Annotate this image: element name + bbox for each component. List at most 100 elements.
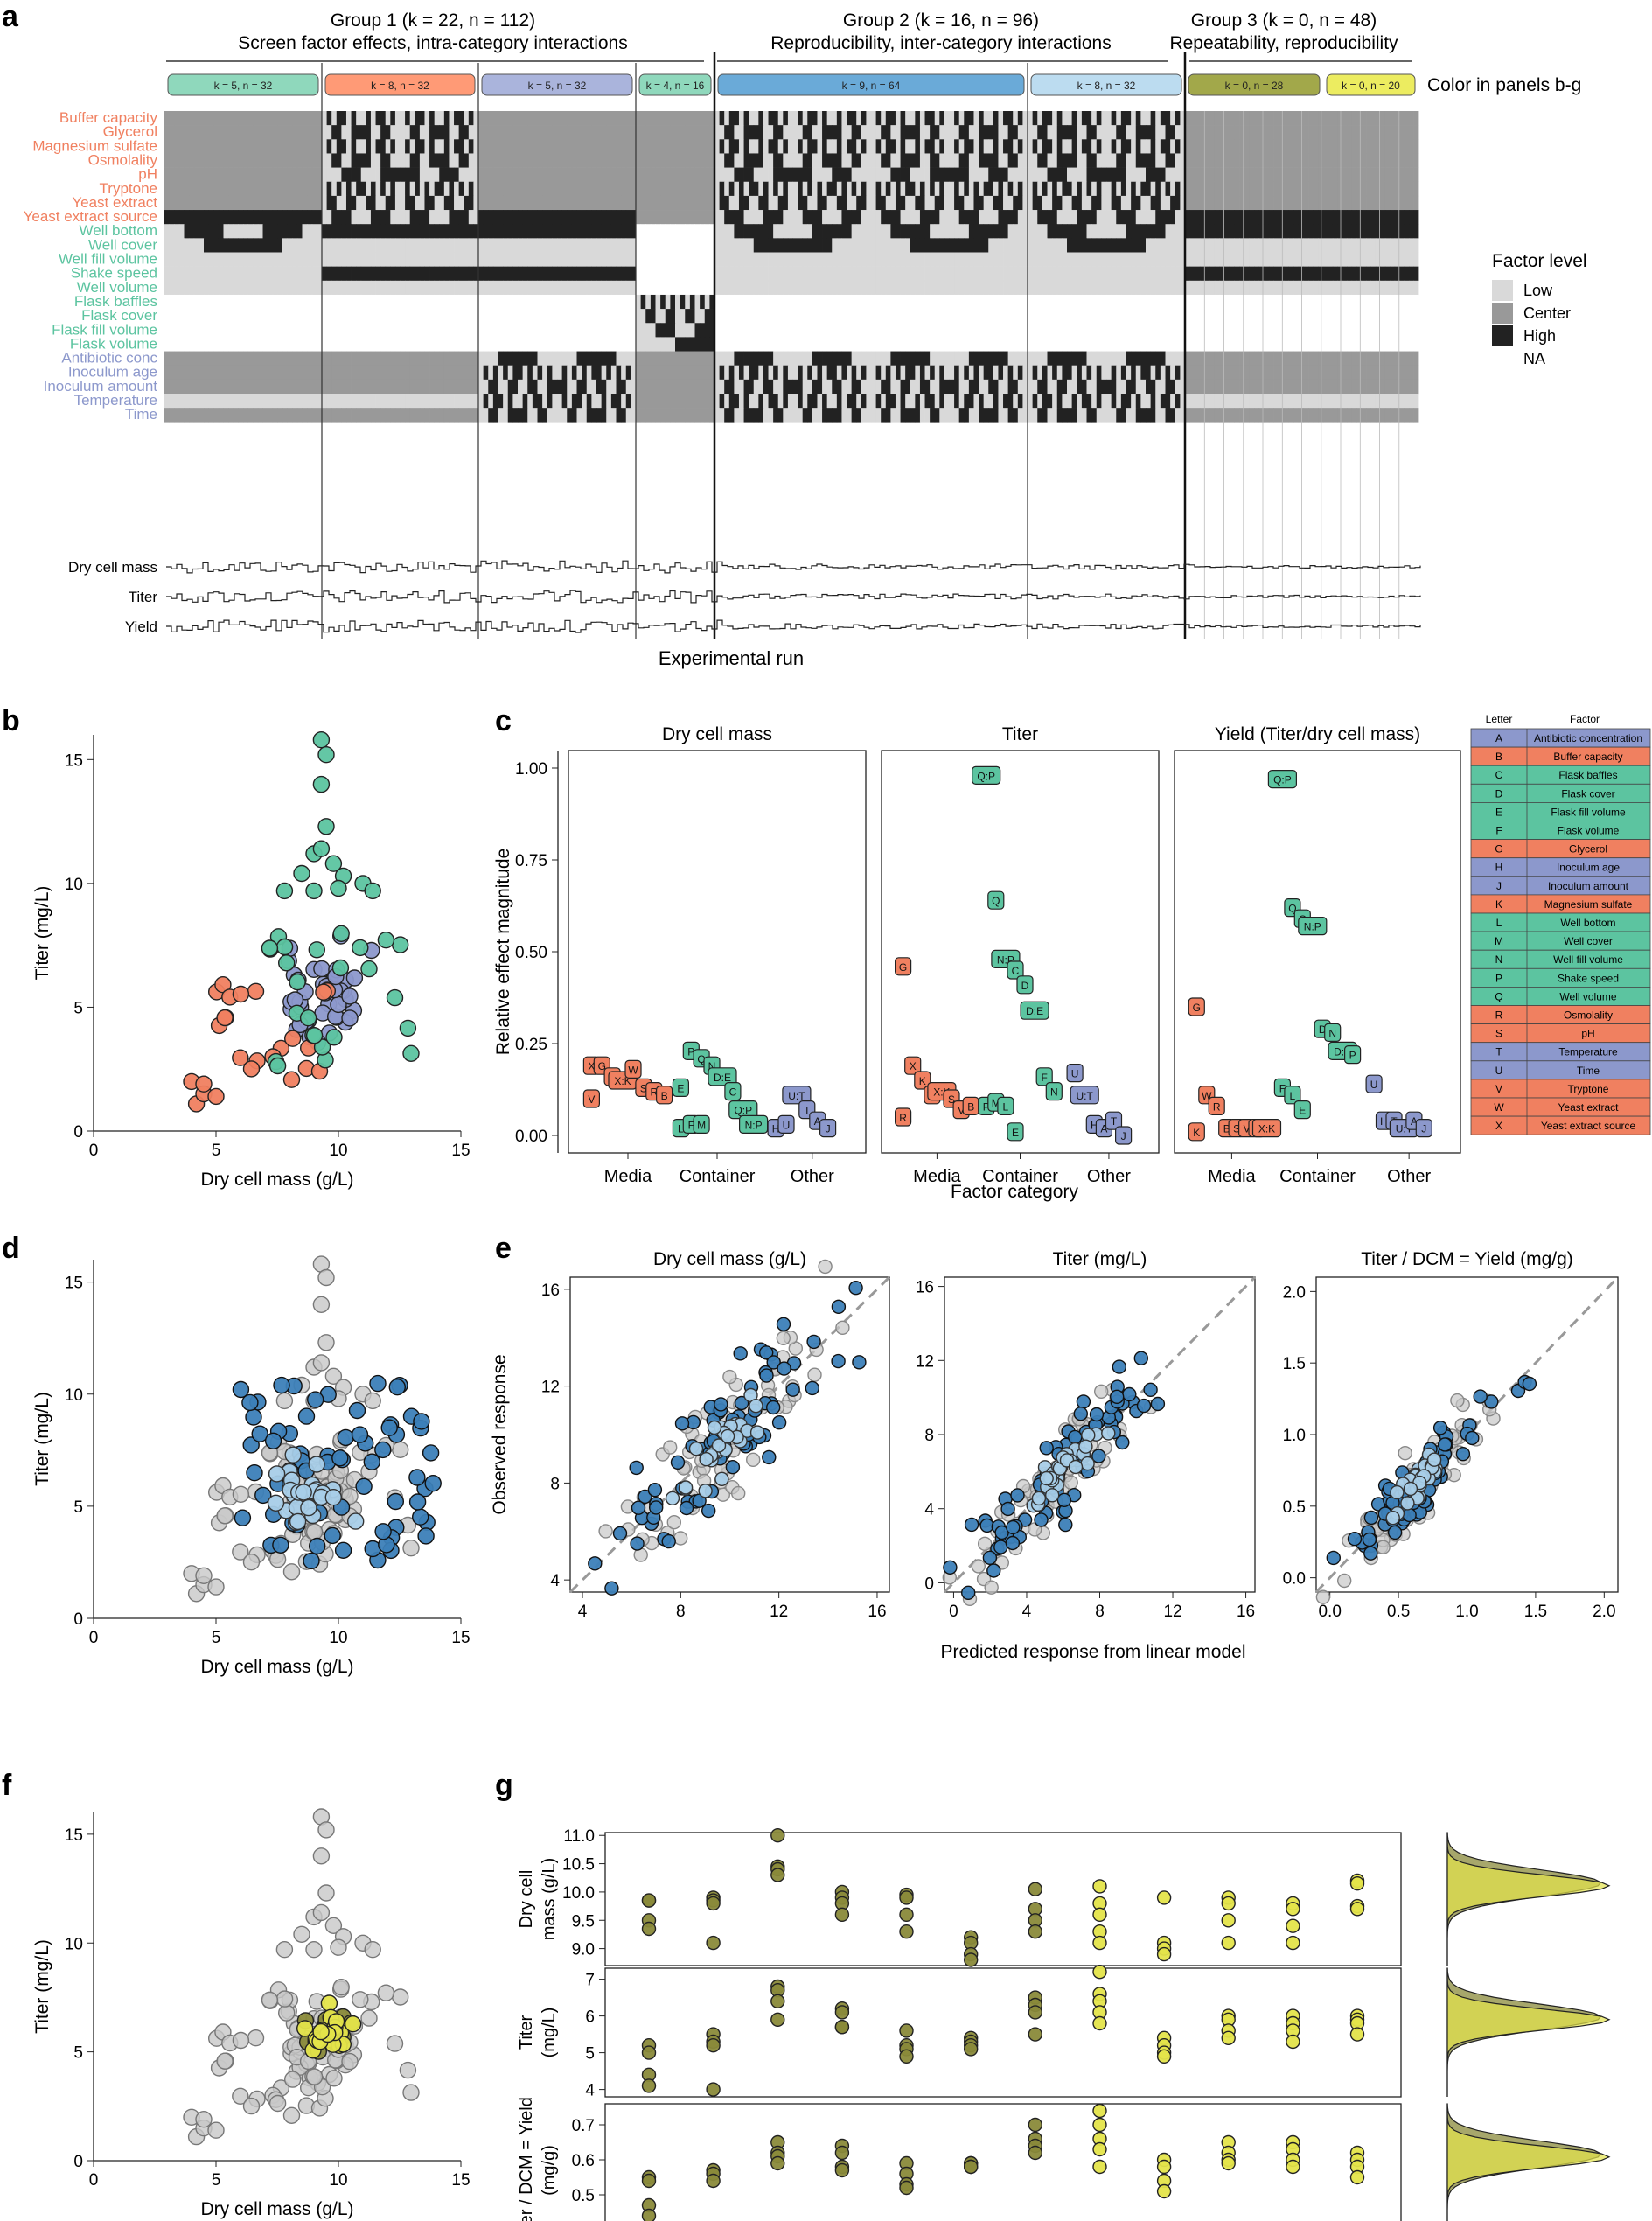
matrix-cell <box>856 309 862 324</box>
matrix-cell <box>724 153 730 168</box>
matrix-cell <box>1209 153 1216 168</box>
matrix-cell <box>302 408 308 423</box>
matrix-cell <box>871 379 876 395</box>
matrix-cell <box>518 111 524 126</box>
matrix-cell <box>777 394 784 409</box>
matrix-cell <box>851 210 857 225</box>
matrix-cell <box>1037 309 1043 324</box>
matrix-cell <box>277 365 283 381</box>
matrix-cell <box>1101 351 1107 366</box>
matrix-cell <box>552 125 558 140</box>
matrix-cell <box>1091 181 1098 197</box>
matrix-cell <box>351 394 357 409</box>
matrix-cell <box>247 323 254 338</box>
matrix-cell <box>1120 125 1126 140</box>
matrix-cell <box>1017 167 1023 183</box>
matrix-cell <box>1165 167 1171 183</box>
matrix-cell <box>507 394 513 409</box>
matrix-cell <box>586 309 592 324</box>
matrix-cell <box>178 351 185 366</box>
matrix-cell <box>488 351 494 366</box>
matrix-cell <box>1091 294 1098 310</box>
matrix-cell <box>488 252 494 267</box>
matrix-cell <box>973 238 979 253</box>
matrix-cell <box>979 238 985 253</box>
matrix-cell <box>1258 195 1265 211</box>
matrix-cell <box>582 125 588 140</box>
matrix-cell <box>478 252 484 267</box>
matrix-cell <box>468 365 474 381</box>
matrix-cell <box>178 280 185 296</box>
matrix-cell <box>532 365 538 381</box>
matrix-cell <box>169 337 175 352</box>
matrix-cell <box>665 125 671 140</box>
matrix-cell <box>930 294 936 310</box>
matrix-cell <box>822 294 828 310</box>
matrix-cell <box>1042 139 1048 154</box>
matrix-cell <box>1234 294 1240 310</box>
matrix-cell <box>1052 379 1058 395</box>
matrix-cell <box>576 266 582 282</box>
matrix-cell <box>660 153 666 168</box>
matrix-cell <box>1126 408 1132 423</box>
matrix-cell <box>547 337 553 352</box>
matrix-cell <box>307 238 313 253</box>
matrix-cell <box>1047 365 1053 381</box>
matrix-cell <box>689 210 695 225</box>
matrix-cell <box>1037 224 1043 239</box>
matrix-cell <box>1086 210 1092 225</box>
matrix-cell <box>208 351 214 366</box>
matrix-cell <box>223 167 229 183</box>
matrix-cell <box>356 365 362 381</box>
matrix-cell <box>272 408 278 423</box>
matrix-cell <box>253 181 259 197</box>
matrix-cell <box>728 408 735 423</box>
matrix-cell <box>400 280 406 296</box>
matrix-cell <box>439 153 445 168</box>
matrix-cell <box>1150 111 1156 126</box>
matrix-cell <box>1170 394 1176 409</box>
matrix-cell <box>670 224 676 239</box>
matrix-cell <box>812 351 818 366</box>
matrix-cell <box>317 323 323 338</box>
matrix-cell <box>1067 379 1073 395</box>
matrix-cell <box>449 379 455 395</box>
matrix-cell <box>1239 153 1245 168</box>
matrix-cell <box>532 181 538 197</box>
matrix-cell <box>777 408 784 423</box>
matrix-cell <box>571 181 577 197</box>
matrix-cell <box>1293 111 1300 126</box>
matrix-cell <box>728 394 735 409</box>
matrix-cell <box>385 139 391 154</box>
matrix-cell <box>1146 224 1152 239</box>
matrix-cell <box>1047 379 1053 395</box>
matrix-cell <box>988 351 994 366</box>
matrix-cell <box>492 379 498 395</box>
matrix-cell <box>164 337 171 352</box>
matrix-cell <box>1013 280 1019 296</box>
matrix-cell <box>1111 323 1117 338</box>
matrix-cell <box>1298 153 1304 168</box>
matrix-cell <box>930 365 936 381</box>
matrix-cell <box>174 337 180 352</box>
matrix-cell <box>302 351 308 366</box>
matrix-cell <box>1022 309 1028 324</box>
matrix-cell <box>498 111 504 126</box>
matrix-cell <box>458 294 464 310</box>
matrix-cell <box>856 210 862 225</box>
matrix-cell <box>571 167 577 183</box>
matrix-cell <box>616 379 622 395</box>
matrix-cell <box>738 309 744 324</box>
matrix-cell <box>302 181 308 197</box>
matrix-cell <box>749 181 755 197</box>
matrix-cell <box>1131 394 1137 409</box>
matrix-cell <box>939 153 945 168</box>
matrix-cell <box>1224 181 1230 197</box>
matrix-cell <box>777 167 784 183</box>
matrix-cell <box>228 280 234 296</box>
matrix-cell <box>591 224 597 239</box>
matrix-cell <box>763 266 769 282</box>
matrix-cell <box>547 365 553 381</box>
matrix-cell <box>218 125 224 140</box>
matrix-cell <box>949 280 955 296</box>
